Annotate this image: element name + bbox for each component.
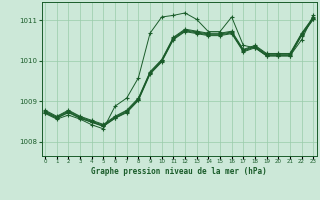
X-axis label: Graphe pression niveau de la mer (hPa): Graphe pression niveau de la mer (hPa): [91, 167, 267, 176]
